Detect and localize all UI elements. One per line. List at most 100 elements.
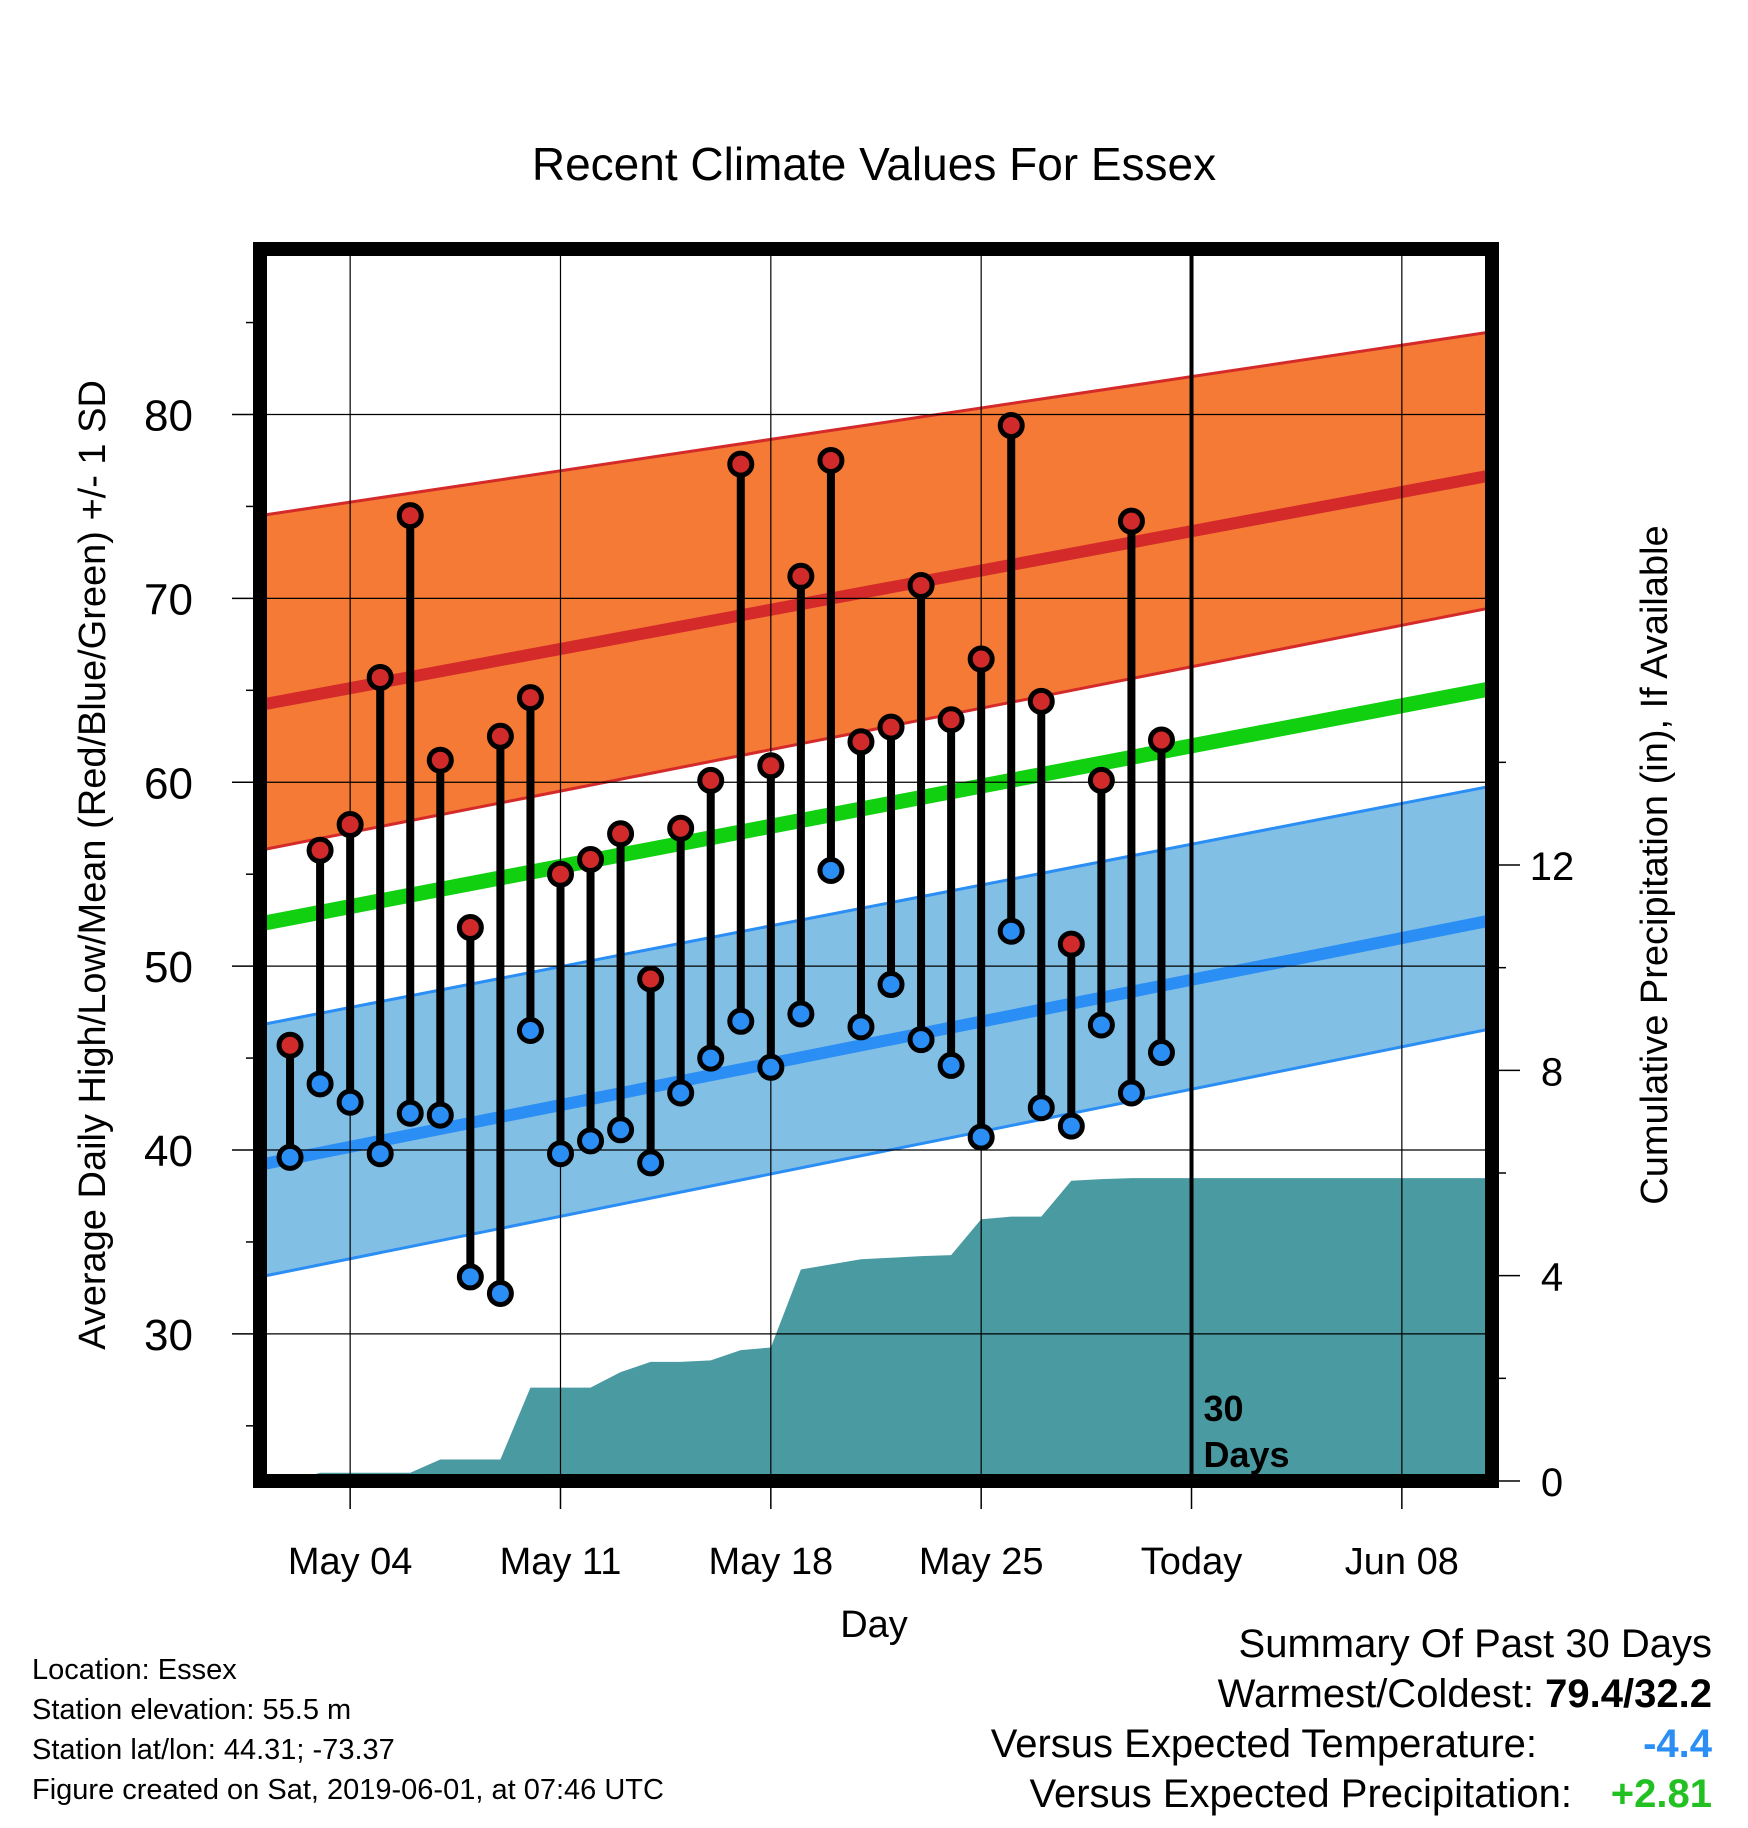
daily-low-point <box>877 971 905 999</box>
daily-high-point <box>1147 726 1175 754</box>
y-tick-label: 40 <box>144 1127 193 1176</box>
y-tick-label: 50 <box>144 943 193 992</box>
daily-low-point <box>937 1051 965 1079</box>
daily-high-point <box>637 965 665 993</box>
daily-low-point <box>456 1263 484 1291</box>
daily-low-point <box>637 1149 665 1177</box>
daily-low-point <box>577 1127 605 1155</box>
today-annotation: 30 Days <box>1204 1388 1290 1475</box>
today-annotation-line: Days <box>1204 1434 1290 1475</box>
station-info: Location: Essex Station elevation: 55.5 … <box>32 1650 664 1810</box>
daily-high-point <box>1057 930 1085 958</box>
daily-high-point <box>817 446 845 474</box>
precip-row: Versus Expected Precipitation: +2.81 <box>991 1769 1712 1819</box>
normal-low-band-upper-edge <box>260 784 1492 1027</box>
temp-label: Versus Expected Temperature: <box>990 1722 1537 1766</box>
daily-high-point <box>1027 687 1055 715</box>
daily-high-point <box>727 450 755 478</box>
y-tick-label: 80 <box>144 391 193 440</box>
daily-low-point <box>276 1143 304 1171</box>
daily-low-point <box>516 1016 544 1044</box>
axes: 30 Days 30 40 50 60 70 80 0 4 8 12 May 04 May 11 May 1… <box>144 321 1575 1583</box>
daily-high-low-series <box>276 412 1175 1307</box>
daily-high-point <box>336 811 364 839</box>
x-tick-label: Jun 08 <box>1345 1541 1459 1583</box>
x-tick-label: May 11 <box>500 1541 622 1583</box>
daily-low-point <box>787 1000 815 1028</box>
x-axis-label: Day <box>840 1604 908 1646</box>
normal-high-line <box>260 469 1492 711</box>
daily-low-point <box>306 1070 334 1098</box>
daily-low-point <box>366 1140 394 1168</box>
daily-high-point <box>967 645 995 673</box>
y2-tick-label: 8 <box>1541 1050 1563 1094</box>
daily-high-point <box>546 860 574 888</box>
today-annotation-line: 30 <box>1204 1388 1244 1429</box>
location-text: Location: Essex <box>32 1654 237 1686</box>
plot-area <box>260 330 1492 1481</box>
temp-value: -4.4 <box>1643 1722 1712 1766</box>
daily-low-point <box>967 1123 995 1151</box>
daily-high-point <box>697 766 725 794</box>
daily-high-point <box>577 845 605 873</box>
daily-high-point <box>306 836 334 864</box>
precip-label: Versus Expected Precipitation: <box>1029 1772 1572 1816</box>
daily-low-point <box>907 1026 935 1054</box>
created-text: Figure created on Sat, 2019-06-01, at 07… <box>32 1774 664 1806</box>
daily-low-point <box>426 1101 454 1129</box>
daily-high-point <box>667 814 695 842</box>
x-tick-label: May 18 <box>709 1541 834 1583</box>
daily-high-point <box>877 713 905 741</box>
temp-row: Versus Expected Temperature: -4.4 <box>991 1719 1712 1769</box>
daily-low-point <box>486 1279 514 1307</box>
daily-high-point <box>997 412 1025 440</box>
daily-high-point <box>366 663 394 691</box>
daily-low-point <box>1027 1094 1055 1122</box>
summary-panel: Summary Of Past 30 Days Warmest/Coldest:… <box>991 1619 1712 1819</box>
daily-low-point <box>1117 1079 1145 1107</box>
y-tick-label: 60 <box>144 759 193 808</box>
daily-high-point <box>757 752 785 780</box>
warmest-label: Warmest/Coldest: <box>1217 1672 1535 1716</box>
daily-high-point <box>516 684 544 712</box>
y-tick-label: 70 <box>144 575 193 624</box>
y2-axis-label: Cumulative Precipitation (in), If Availa… <box>1634 525 1676 1204</box>
warmest-row: Warmest/Coldest: 79.4/32.2 <box>991 1669 1712 1719</box>
daily-high-point <box>607 820 635 848</box>
y2-tick-label: 4 <box>1541 1256 1563 1300</box>
x-tick-label: May 25 <box>919 1541 1044 1583</box>
daily-high-point <box>426 746 454 774</box>
x-tick-label: May 04 <box>288 1541 413 1583</box>
daily-high-point <box>1117 507 1145 535</box>
y2-tick-label: 0 <box>1541 1461 1563 1505</box>
daily-low-point <box>667 1079 695 1107</box>
daily-low-point <box>757 1053 785 1081</box>
daily-high-point <box>276 1031 304 1059</box>
daily-low-point <box>727 1007 755 1035</box>
daily-high-point <box>907 572 935 600</box>
daily-high-point <box>847 728 875 756</box>
daily-high-point <box>937 706 965 734</box>
y2-tick-label: 12 <box>1530 845 1575 889</box>
summary-title: Summary Of Past 30 Days <box>1238 1622 1712 1666</box>
normal-high-band-upper-edge <box>260 330 1492 518</box>
normal-low-line <box>260 914 1492 1171</box>
daily-low-point <box>847 1013 875 1041</box>
normal-low-band-lower-edge <box>260 1027 1492 1279</box>
daily-high-point <box>1087 766 1115 794</box>
daily-low-point <box>607 1116 635 1144</box>
warmest-value: 79.4/32.2 <box>1545 1672 1712 1716</box>
daily-low-point <box>697 1044 725 1072</box>
daily-high-point <box>456 914 484 942</box>
latlon-text: Station lat/lon: 44.31; -73.37 <box>32 1734 395 1766</box>
daily-low-point <box>1147 1039 1175 1067</box>
daily-low-point <box>396 1099 424 1127</box>
daily-low-point <box>1057 1112 1085 1140</box>
y-tick-label: 30 <box>144 1311 193 1360</box>
precip-value: +2.81 <box>1610 1772 1712 1816</box>
daily-high-point <box>396 502 424 530</box>
y-axis-label: Average Daily High/Low/Mean (Red/Blue/Gr… <box>72 380 114 1350</box>
x-tick-label: Today <box>1141 1541 1242 1583</box>
daily-low-point <box>546 1140 574 1168</box>
